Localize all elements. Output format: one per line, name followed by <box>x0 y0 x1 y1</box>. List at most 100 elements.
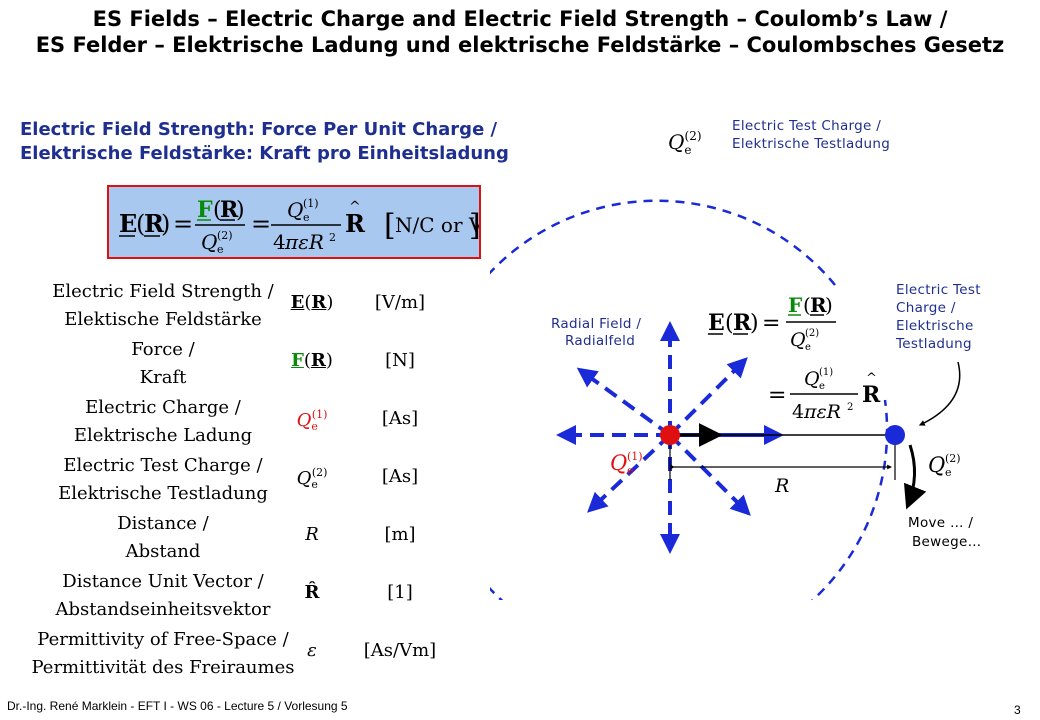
test-charge-symbol-right: Q e (2) <box>928 452 961 479</box>
svg-text:(1): (1) <box>819 367 833 378</box>
table-row-label-en: Distance / <box>117 513 209 534</box>
svg-text:=: = <box>173 210 193 238</box>
svg-text:(2): (2) <box>217 229 233 242</box>
test-charge-label-top-en: Electric Test Charge / <box>732 118 882 134</box>
table-row-symbol: Qe(1) <box>296 408 328 433</box>
svg-text:=: = <box>768 383 786 408</box>
diagram-formula-top: E ( R ) = F ( R ) Q e (2) <box>708 293 836 353</box>
subtitle-german: Elektrische Feldstärke: Kraft pro Einhei… <box>20 143 509 164</box>
table-row-symbol: R <box>305 524 319 545</box>
table-row-label-en: Permittivity of Free-Space / <box>37 629 289 650</box>
distance-label: R <box>774 475 789 497</box>
svg-text:R: R <box>862 382 881 408</box>
svg-text:4: 4 <box>792 401 804 423</box>
svg-text:R: R <box>144 209 165 238</box>
table-row-unit: [m] <box>384 524 416 545</box>
svg-text:E: E <box>119 209 137 238</box>
main-formula-box: E ( R ) = F ( R ) Q e (2) = Q e (1) 4 πε… <box>107 185 509 259</box>
svg-text:(: ( <box>213 198 222 223</box>
svg-text:): ) <box>236 198 245 223</box>
test-charge-label-top-de: Elektrische Testladung <box>732 136 891 152</box>
svg-text:R: R <box>220 197 239 223</box>
svg-text:]: ] <box>469 208 479 243</box>
coulomb-diagram: E ( R ) = F ( R ) Q e (2) = Q e (1) 4 πε… <box>490 199 961 600</box>
equipotential-circle <box>490 199 889 600</box>
svg-text:(2): (2) <box>805 328 819 339</box>
table-row-symbol: F(R) <box>291 350 333 371</box>
table-row-symbol: R̂ <box>304 582 320 603</box>
table-row-unit: [As] <box>381 466 419 487</box>
svg-text:E: E <box>708 310 725 336</box>
slide-title-german: ES Felder – Elektrische Ladung und elekt… <box>35 33 1005 57</box>
svg-text:=: = <box>251 210 271 238</box>
footer-text: Dr.-Ing. René Marklein - EFT I - WS 06 -… <box>7 699 348 713</box>
svg-text:(: ( <box>136 210 145 238</box>
source-charge <box>660 425 680 445</box>
table-row-label-de: Elektrische Testladung <box>58 483 268 504</box>
svg-text:πεR: πεR <box>284 230 324 254</box>
svg-text:): ) <box>825 293 833 317</box>
radial-field-label-de: Radialfeld <box>565 333 636 349</box>
table-row-symbol: Qe(2) <box>296 466 328 491</box>
table-row-label-de: Permittivität des Freiraumes <box>31 657 295 678</box>
table-row-unit: [1] <box>387 582 413 603</box>
table-row-label-de: Abstandseinheitsvektor <box>55 599 271 620</box>
table-row-label-de: Kraft <box>139 367 187 388</box>
table-row-unit: [V/m] <box>374 292 426 313</box>
source-charge-symbol: Q e (1) <box>610 450 643 477</box>
svg-text:2: 2 <box>847 402 853 413</box>
svg-text:(: ( <box>803 293 811 317</box>
radial-field-label-en: Radial Field / <box>551 316 642 332</box>
svg-text:e: e <box>819 381 825 392</box>
test-charge-symbol-top: Qe(2) <box>668 129 702 157</box>
svg-text:): ) <box>161 210 170 238</box>
subtitle-english: Electric Field Strength: Force Per Unit … <box>20 119 498 140</box>
svg-text:Q: Q <box>790 329 806 351</box>
svg-text:(2): (2) <box>945 452 961 465</box>
table-row-label-de: Elektische Feldstärke <box>64 309 262 330</box>
svg-text:F: F <box>197 197 213 223</box>
move-label-de: Bewege… <box>912 534 982 550</box>
main-formula-unit: N/C or V/m <box>395 213 479 237</box>
svg-text:(1): (1) <box>303 197 319 210</box>
table-row-label-de: Elektrische Ladung <box>73 425 253 446</box>
svg-text:e: e <box>945 466 952 479</box>
svg-text:4: 4 <box>273 230 286 254</box>
svg-text:^: ^ <box>349 199 361 215</box>
test-charge <box>885 425 905 445</box>
diagram-formula-coulomb: = Q e (1) 4 πεR 2 R ^ <box>768 367 881 423</box>
page-number: 3 <box>1014 703 1021 717</box>
svg-text:): ) <box>750 311 759 336</box>
test-charge-right-l2: Charge / <box>896 300 956 316</box>
svg-text:(: ( <box>725 311 734 336</box>
test-charge-pointer <box>918 361 961 426</box>
svg-text:R: R <box>810 293 827 317</box>
table-row-label-de: Abstand <box>125 541 201 562</box>
svg-text:[: [ <box>384 208 396 243</box>
move-arrow <box>903 444 927 510</box>
svg-text:Q: Q <box>804 368 820 390</box>
svg-text:R: R <box>733 310 752 336</box>
svg-text:πεR: πεR <box>803 401 841 423</box>
test-charge-right-l3: Elektrische <box>896 318 974 334</box>
svg-text:=: = <box>762 311 780 336</box>
table-row-unit: [As/Vm] <box>363 640 437 661</box>
svg-text:(1): (1) <box>627 450 643 463</box>
slide-title-english: ES Fields – Electric Charge and Electric… <box>92 7 948 31</box>
move-label-en: Move … / <box>908 515 974 531</box>
svg-text:Q: Q <box>287 198 303 222</box>
svg-text:^: ^ <box>866 371 877 386</box>
table-row-unit: [N] <box>385 350 415 371</box>
table-row-label-en: Electric Field Strength / <box>52 281 274 302</box>
table-row-symbol: ε <box>307 640 317 661</box>
svg-text:e: e <box>303 211 310 224</box>
svg-text:Q: Q <box>928 453 945 477</box>
table-row-label-en: Electric Charge / <box>85 397 241 418</box>
svg-text:F: F <box>788 293 802 317</box>
svg-text:Q: Q <box>201 230 217 254</box>
svg-text:e: e <box>805 342 811 353</box>
main-formula: E ( R ) = F ( R ) Q e (2) = Q e (1) 4 πε… <box>119 197 509 256</box>
test-charge-right-l1: Electric Test <box>896 282 981 298</box>
svg-text:e: e <box>217 243 224 256</box>
svg-text:Q: Q <box>610 451 627 475</box>
